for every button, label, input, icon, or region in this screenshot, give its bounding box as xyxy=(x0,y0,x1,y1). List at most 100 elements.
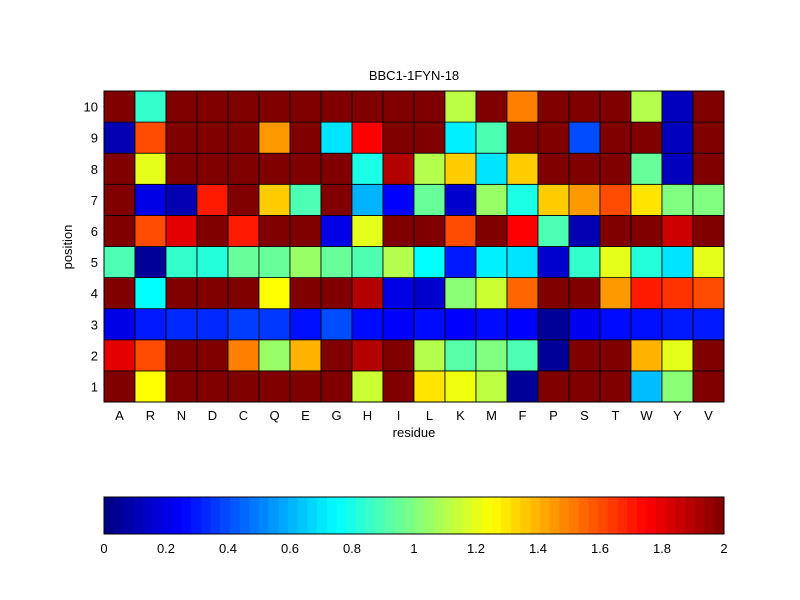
colorbar-tick-label: 0.4 xyxy=(219,541,237,556)
heatmap-cell xyxy=(196,339,229,372)
colorbar-tick-label: 0.8 xyxy=(343,541,361,556)
heatmap-cell xyxy=(692,370,725,403)
heatmap-cell xyxy=(630,246,663,279)
heatmap-cell xyxy=(227,339,260,372)
heatmap-cell xyxy=(227,308,260,341)
x-tick-label: M xyxy=(486,408,497,423)
heatmap-cell xyxy=(289,214,322,247)
heatmap-cell xyxy=(320,90,353,123)
heatmap-cell xyxy=(165,370,198,403)
heatmap-cell xyxy=(630,152,663,185)
x-tick-label: P xyxy=(549,408,558,423)
y-tick-label: 8 xyxy=(91,162,98,177)
heatmap-cell xyxy=(103,308,136,341)
heatmap-cell xyxy=(165,90,198,123)
heatmap-cell xyxy=(475,90,508,123)
heatmap-cell xyxy=(537,183,570,216)
heatmap-cell xyxy=(289,121,322,154)
heatmap-cell xyxy=(630,339,663,372)
heatmap-cell xyxy=(475,308,508,341)
heatmap-cell xyxy=(196,308,229,341)
x-tick-label: S xyxy=(580,408,589,423)
heatmap-cell xyxy=(134,370,167,403)
heatmap-cell xyxy=(661,246,694,279)
heatmap-cell xyxy=(537,339,570,372)
heatmap-cell xyxy=(568,214,601,247)
heatmap-cell xyxy=(506,277,539,310)
heatmap-cell xyxy=(599,121,632,154)
heatmap-cell xyxy=(444,246,477,279)
heatmap-cell xyxy=(258,90,291,123)
heatmap-cell xyxy=(227,370,260,403)
heatmap-cell xyxy=(196,214,229,247)
heatmap-cell xyxy=(506,152,539,185)
heatmap-cell xyxy=(692,214,725,247)
heatmap-cell xyxy=(506,90,539,123)
heatmap-cell xyxy=(382,246,415,279)
heatmap-cell xyxy=(134,339,167,372)
heatmap-cell xyxy=(165,121,198,154)
heatmap-cell xyxy=(413,339,446,372)
heatmap-cell xyxy=(289,152,322,185)
heatmap-cell xyxy=(475,246,508,279)
x-tick-label: H xyxy=(363,408,372,423)
heatmap-cell xyxy=(196,246,229,279)
heatmap-cell xyxy=(258,339,291,372)
y-tick-label: 10 xyxy=(84,100,98,115)
heatmap-cell xyxy=(444,214,477,247)
y-tick-label: 6 xyxy=(91,224,98,239)
x-tick-label: R xyxy=(146,408,155,423)
heatmap-cell xyxy=(568,308,601,341)
heatmap-cell xyxy=(692,308,725,341)
heatmap-cell xyxy=(630,183,663,216)
heatmap-cell xyxy=(382,339,415,372)
heatmap-cell xyxy=(196,277,229,310)
colorbar-tick-label: 0.2 xyxy=(157,541,175,556)
heatmap-cell xyxy=(537,152,570,185)
heatmap-cell xyxy=(320,308,353,341)
heatmap-cell xyxy=(351,339,384,372)
heatmap-cell xyxy=(134,183,167,216)
heatmap-cell xyxy=(289,339,322,372)
heatmap-cell xyxy=(537,246,570,279)
y-tick-label: 3 xyxy=(91,317,98,332)
heatmap-cell xyxy=(165,152,198,185)
heatmap-cell xyxy=(630,370,663,403)
heatmap-cell xyxy=(134,308,167,341)
heatmap-cell xyxy=(134,152,167,185)
heatmap-cell xyxy=(630,308,663,341)
heatmap-cell xyxy=(320,370,353,403)
x-tick-label: G xyxy=(331,408,341,423)
heatmap-cell xyxy=(413,277,446,310)
heatmap-cell xyxy=(692,152,725,185)
heatmap-cell xyxy=(289,246,322,279)
colorbar-tick-label: 1.2 xyxy=(467,541,485,556)
heatmap-cell xyxy=(506,246,539,279)
heatmap-cell xyxy=(320,214,353,247)
heatmap-cell xyxy=(444,370,477,403)
heatmap-cell xyxy=(258,121,291,154)
heatmap-cell xyxy=(568,246,601,279)
x-tick-label: D xyxy=(208,408,217,423)
x-tick-label: K xyxy=(456,408,465,423)
heatmap-cell xyxy=(506,121,539,154)
heatmap-cell xyxy=(320,183,353,216)
heatmap-cell xyxy=(444,277,477,310)
heatmap-cell xyxy=(351,277,384,310)
heatmap-cell xyxy=(661,339,694,372)
x-tick-label: Y xyxy=(673,408,682,423)
heatmap-cell xyxy=(351,121,384,154)
heatmap-cell xyxy=(227,121,260,154)
x-tick-label: Q xyxy=(269,408,279,423)
heatmap-cells xyxy=(103,90,725,403)
heatmap-cell xyxy=(599,214,632,247)
heatmap-cell xyxy=(599,152,632,185)
heatmap-cell xyxy=(413,370,446,403)
heatmap-cell xyxy=(351,183,384,216)
x-tick-label: W xyxy=(640,408,653,423)
heatmap-cell xyxy=(661,308,694,341)
heatmap-cell xyxy=(537,308,570,341)
heatmap-cell xyxy=(196,90,229,123)
x-tick-label: E xyxy=(301,408,310,423)
